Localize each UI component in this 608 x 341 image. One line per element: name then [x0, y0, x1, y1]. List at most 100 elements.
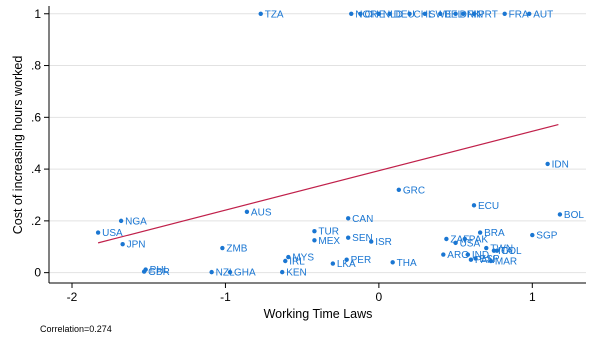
- point-label-irl: IRL: [289, 256, 305, 267]
- y-tick-label: .2: [31, 214, 41, 228]
- x-tick-label: 1: [529, 290, 536, 304]
- data-point-ita: [491, 248, 497, 253]
- point-label-dnk: DNK: [460, 9, 481, 20]
- data-point-mar: [488, 258, 494, 264]
- point-label-per: PER: [351, 255, 372, 266]
- data-point-pan: [468, 257, 474, 262]
- data-point-prt: [471, 11, 477, 16]
- point-label-zaf: ZAF: [450, 234, 469, 245]
- data-point-usa: [95, 230, 101, 235]
- point-label-gbr: GBR: [148, 267, 170, 278]
- point-label-bol: BOL: [564, 210, 584, 221]
- data-point-nor: [349, 11, 354, 16]
- point-label-mex: MEX: [318, 236, 340, 247]
- data-point-gbr: [141, 269, 147, 274]
- data-point-bol: [557, 212, 563, 217]
- point-label-idn: IDN: [552, 159, 569, 170]
- data-point-mex: [312, 238, 317, 243]
- data-point-bel: [438, 11, 443, 16]
- point-label-usa: USA: [102, 228, 123, 239]
- point-label-phl: PHL: [150, 265, 170, 276]
- point-label-arg: ARG: [447, 250, 469, 261]
- gridlines: [49, 13, 586, 274]
- data-point-aut: [527, 11, 532, 16]
- data-point-usa: [453, 240, 458, 246]
- point-label-pak: PAK: [469, 234, 489, 245]
- point-label-che: CHE: [364, 9, 385, 20]
- data-point-irl: [283, 258, 288, 264]
- data-point-per: [344, 257, 349, 262]
- data-point-tur: [312, 229, 317, 234]
- point-label-tza: TZA: [265, 9, 284, 20]
- point-label-aut: AUT: [533, 9, 553, 20]
- point-label-nor: NOR: [355, 9, 377, 20]
- x-tick-label: 0: [376, 290, 383, 304]
- point-label-ita: ITA: [498, 246, 513, 257]
- data-point-isr: [369, 239, 374, 244]
- point-label-deu: DEU: [394, 9, 415, 20]
- point-label-ecu: ECU: [478, 201, 499, 212]
- data-point-can: [345, 216, 351, 221]
- data-point-nzl: [209, 269, 214, 275]
- point-label-col: COL: [501, 246, 522, 257]
- point-label-ken: KEN: [286, 268, 307, 279]
- data-point-grc: [396, 187, 402, 193]
- y-axis: 0 .2 .4 .6 .8 1: [31, 7, 49, 280]
- correlation-note: Correlation=0.274: [40, 324, 112, 334]
- plot-frame: [48, 6, 586, 284]
- point-label-bra: BRA: [484, 228, 505, 239]
- data-point-dnk: [453, 11, 458, 16]
- point-label-prt: PRT: [478, 9, 498, 20]
- data-point-fin: [461, 11, 466, 16]
- fit-line: [97, 123, 559, 244]
- point-label-jpn: JPN: [127, 240, 146, 251]
- point-label-gha: GHA: [234, 268, 256, 279]
- data-point-pak: [462, 236, 467, 242]
- data-point-sgp: [530, 232, 535, 238]
- point-label-fra: FRA: [509, 9, 529, 20]
- point-label-zmb: ZMB: [226, 244, 247, 255]
- point-label-lka: LKA: [337, 259, 356, 270]
- data-point-fra: [502, 11, 507, 16]
- point-label-grc: GRC: [403, 185, 425, 196]
- point-label-pan: PAN: [475, 255, 495, 266]
- point-label-tha: THA: [397, 258, 417, 269]
- data-point-aus: [244, 209, 250, 215]
- point-label-nga: NGA: [125, 216, 147, 227]
- point-label-sgp: SGP: [536, 231, 557, 242]
- point-label-mys: MYS: [292, 253, 314, 264]
- data-point-zaf: [444, 236, 449, 242]
- data-point-ecu: [471, 203, 477, 208]
- point-label-can: CAN: [352, 214, 373, 225]
- data-point-nga: [118, 218, 124, 224]
- data-point-zmb: [220, 245, 225, 251]
- point-label-tur: TUR: [318, 227, 339, 238]
- data-point-sen: [345, 235, 351, 240]
- data-point-twn: [484, 245, 489, 251]
- data-point-gha: [227, 269, 233, 275]
- point-label-ind: IND: [472, 250, 489, 261]
- data-point-idn: [545, 161, 550, 167]
- data-point-swe: [422, 11, 428, 16]
- x-tick-label: -2: [67, 290, 78, 304]
- point-label-usa: USA: [460, 238, 481, 249]
- data-point-bra: [477, 230, 483, 235]
- data-point-arg: [441, 252, 446, 257]
- data-point-mys: [286, 254, 291, 260]
- data-point-lka: [330, 261, 336, 266]
- data-point-jpn: [120, 241, 125, 247]
- data-point-nld: [376, 11, 382, 16]
- x-axis: -2 -1 0 1: [67, 283, 536, 304]
- data-point-deu: [387, 11, 392, 16]
- y-tick-label: .8: [31, 59, 41, 73]
- y-tick-label: .6: [31, 110, 41, 124]
- data-points: TZANORCHENLDDEUCHLSWEBELDNKFINPRTFRAAUTI…: [95, 9, 584, 279]
- data-point-esp: [473, 256, 478, 261]
- point-label-sen: SEN: [352, 233, 373, 244]
- point-label-mar: MAR: [495, 256, 517, 267]
- data-point-col: [494, 248, 500, 253]
- y-tick-label: 1: [34, 7, 41, 21]
- y-tick-label: .4: [31, 162, 41, 176]
- point-label-isr: ISR: [375, 237, 392, 248]
